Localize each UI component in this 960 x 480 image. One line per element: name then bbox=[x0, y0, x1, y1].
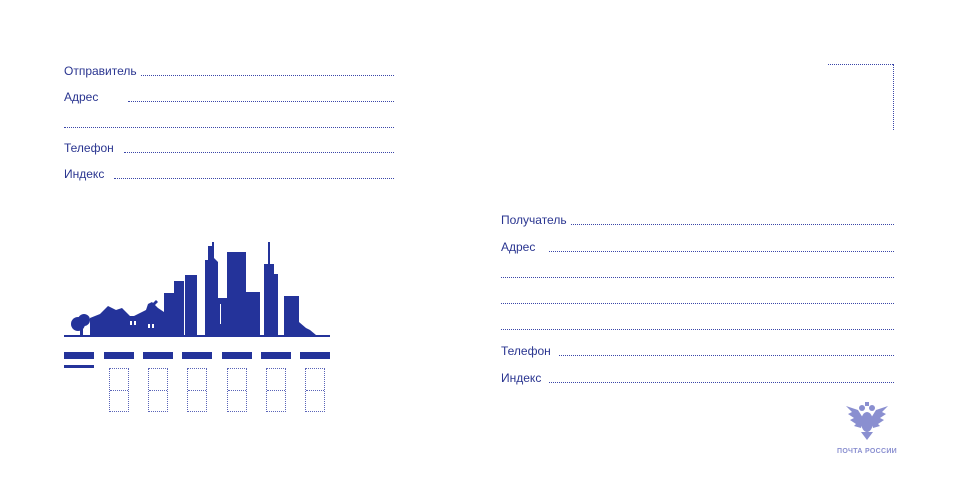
recipient-address-field[interactable]: Адрес bbox=[501, 238, 894, 254]
dotted-line bbox=[140, 75, 394, 76]
code-bar bbox=[182, 352, 212, 359]
dotted-line bbox=[501, 329, 894, 330]
sender-address-line-2[interactable] bbox=[64, 114, 394, 130]
code-bar bbox=[300, 352, 330, 359]
code-digit-box[interactable] bbox=[266, 368, 286, 412]
field-label: Индекс bbox=[501, 371, 542, 385]
field-label: Отправитель bbox=[64, 64, 137, 78]
dotted-line bbox=[501, 277, 894, 278]
code-bar bbox=[261, 352, 291, 359]
dotted-line bbox=[549, 251, 894, 252]
recipient-index-field[interactable]: Индекс bbox=[501, 369, 894, 385]
recipient-address-line-3[interactable] bbox=[501, 290, 894, 306]
field-label: Адрес bbox=[64, 90, 99, 104]
double-headed-eagle-icon bbox=[846, 402, 888, 440]
stamp-area-corner-top bbox=[828, 64, 893, 65]
stamp-area-corner-side bbox=[893, 64, 894, 130]
field-label: Получатель bbox=[501, 213, 567, 227]
russian-post-logo: ПОЧТА РОССИИ bbox=[836, 400, 898, 455]
dotted-line bbox=[123, 152, 394, 153]
sender-address-field[interactable]: Адрес bbox=[64, 88, 394, 104]
sender-index-field[interactable]: Индекс bbox=[64, 165, 394, 181]
field-label: Телефон bbox=[64, 141, 114, 155]
recipient-name-field[interactable]: Получатель bbox=[501, 211, 894, 227]
code-digit-box[interactable] bbox=[187, 368, 207, 412]
recipient-address-line-2[interactable] bbox=[501, 264, 894, 280]
dotted-line bbox=[114, 178, 394, 179]
code-bar-small bbox=[64, 365, 94, 368]
dotted-line bbox=[64, 127, 394, 128]
dotted-line bbox=[570, 224, 894, 225]
city-skyline-illustration bbox=[64, 242, 330, 337]
recipient-phone-field[interactable]: Телефон bbox=[501, 342, 894, 358]
dotted-line bbox=[558, 355, 894, 356]
recipient-address-line-4[interactable] bbox=[501, 316, 894, 332]
field-label: Индекс bbox=[64, 167, 105, 181]
dotted-line bbox=[501, 303, 894, 304]
logo-text: ПОЧТА РОССИИ bbox=[836, 448, 898, 455]
code-bar bbox=[222, 352, 252, 359]
code-digit-box[interactable] bbox=[148, 368, 168, 412]
dotted-line bbox=[549, 382, 894, 383]
code-bar bbox=[64, 352, 94, 359]
code-digit-box[interactable] bbox=[227, 368, 247, 412]
code-digit-box[interactable] bbox=[109, 368, 129, 412]
sender-name-field[interactable]: Отправитель bbox=[64, 62, 394, 78]
code-bar bbox=[143, 352, 173, 359]
dotted-line bbox=[128, 101, 394, 102]
code-digit-box[interactable] bbox=[305, 368, 325, 412]
field-label: Адрес bbox=[501, 240, 536, 254]
code-bar bbox=[104, 352, 134, 359]
sender-phone-field[interactable]: Телефон bbox=[64, 139, 394, 155]
field-label: Телефон bbox=[501, 344, 551, 358]
